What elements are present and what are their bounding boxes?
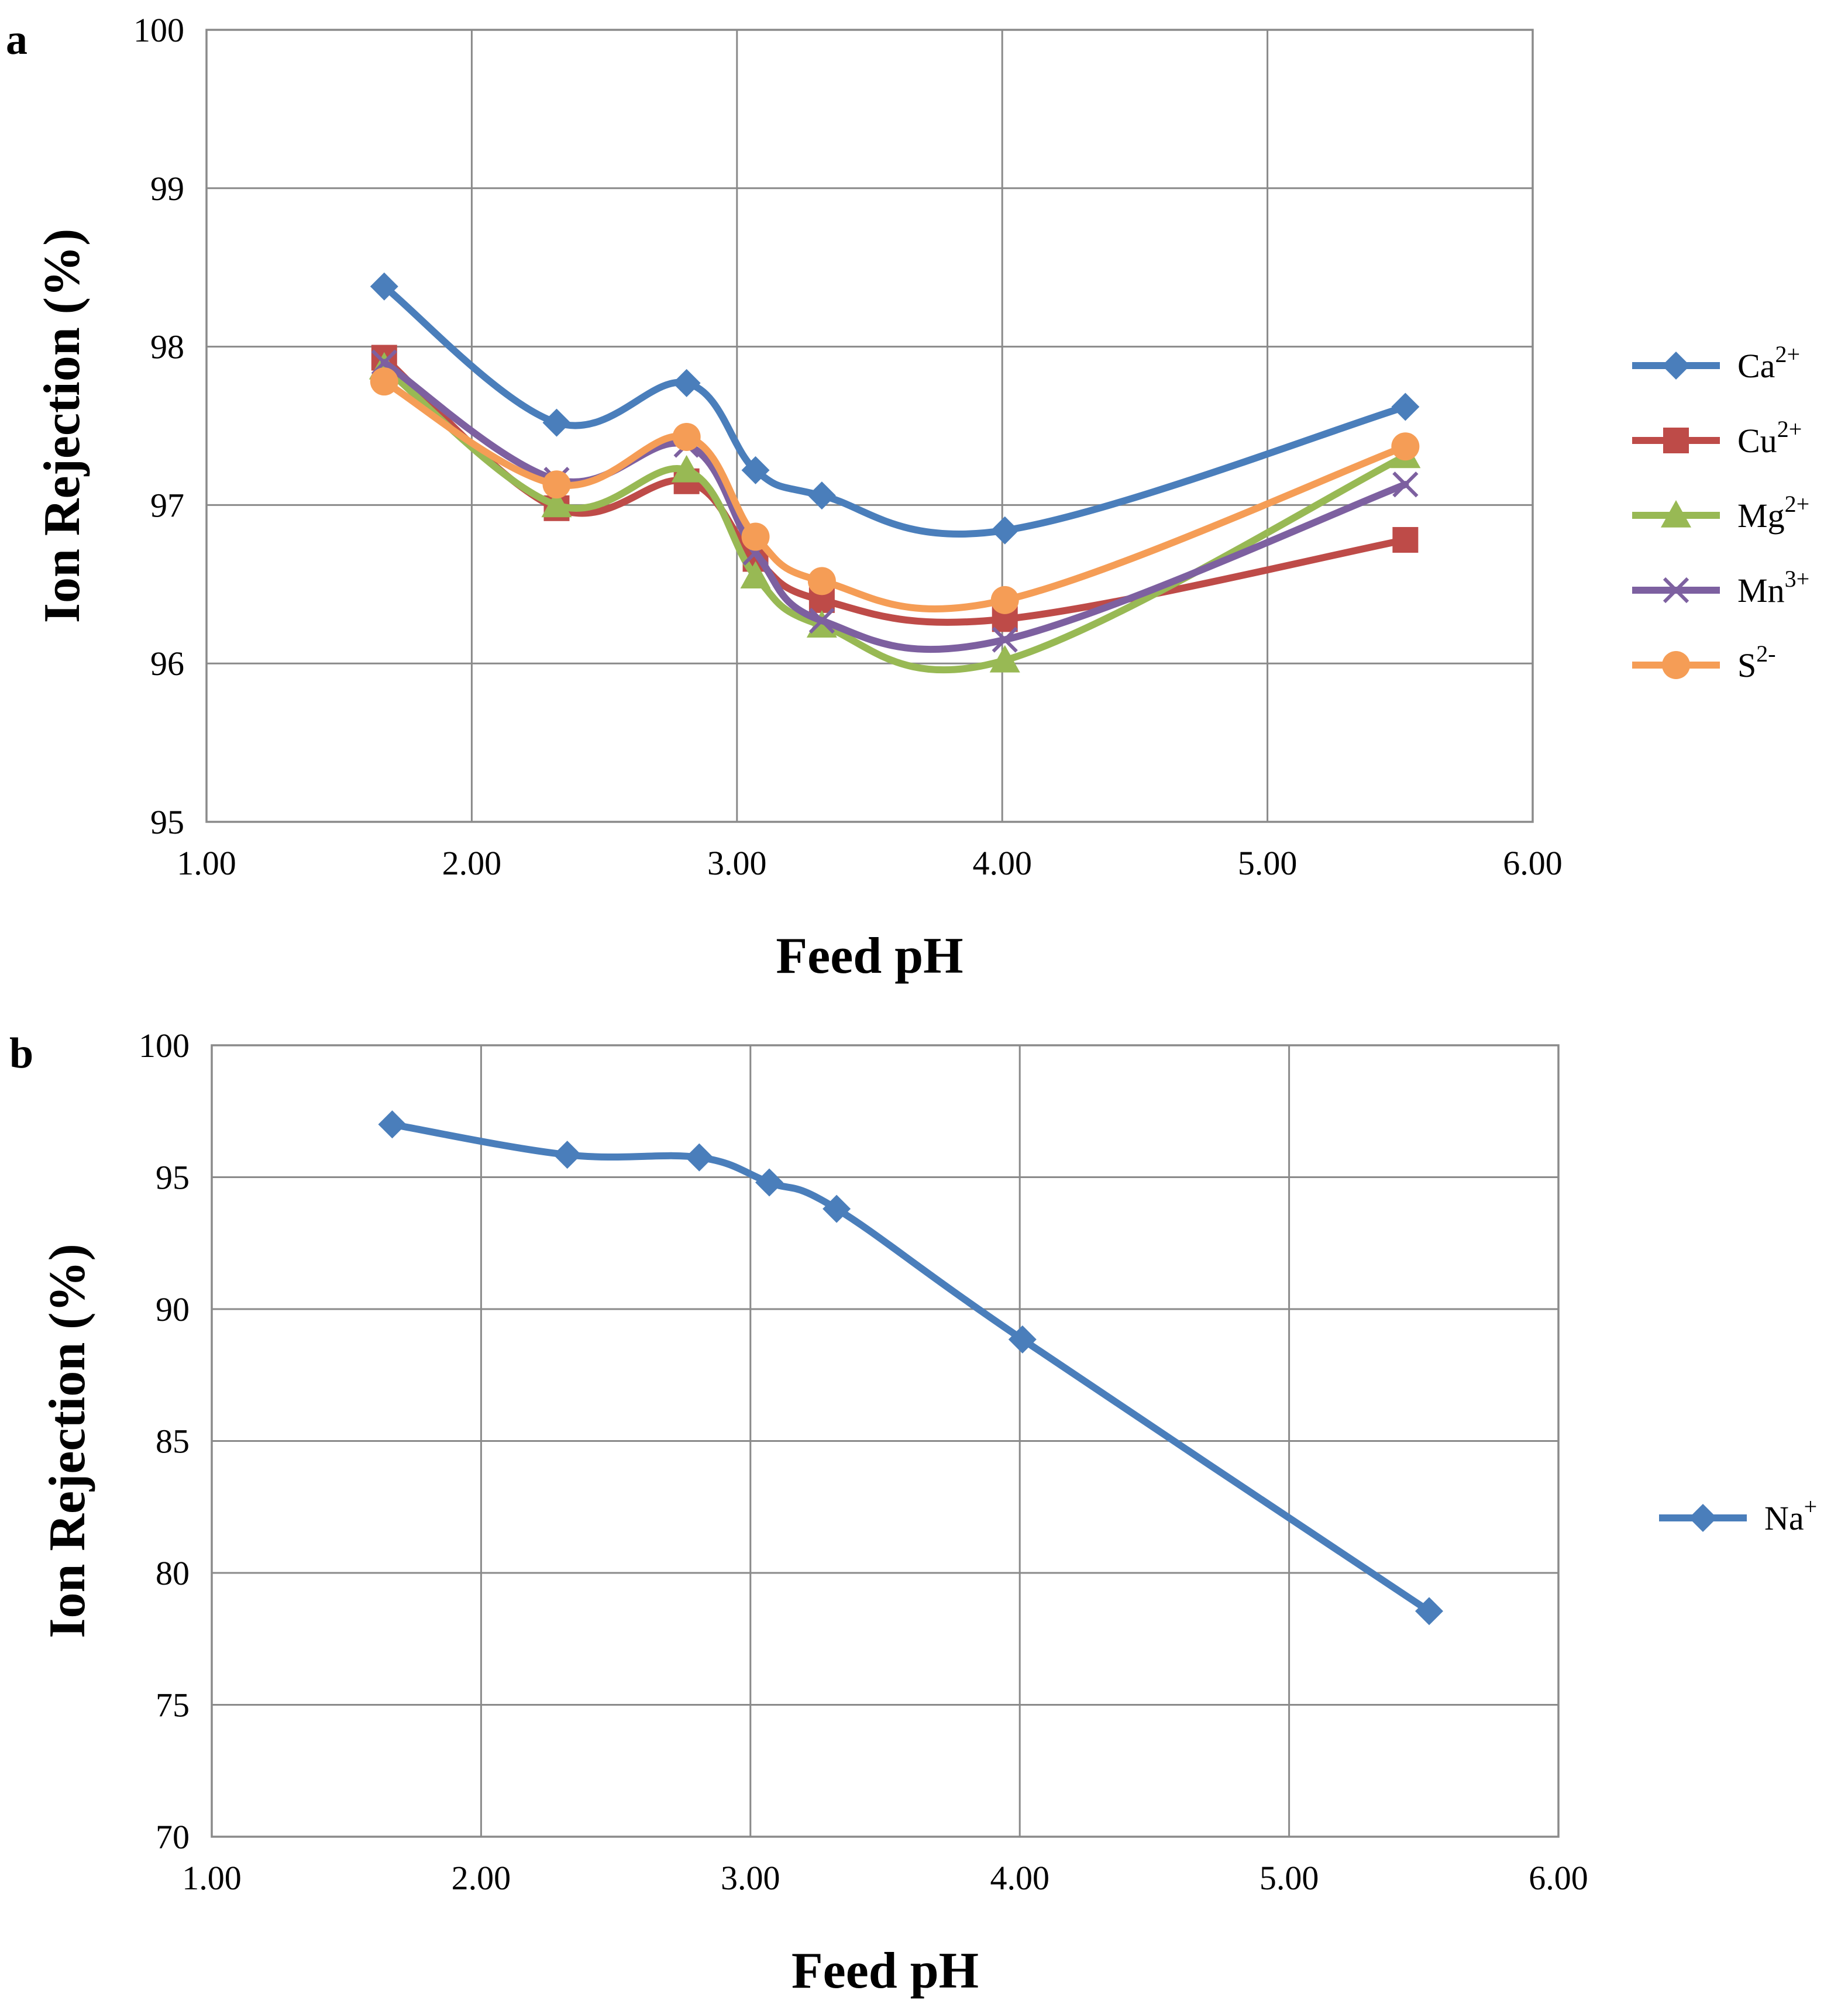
legend-marker [1663,428,1689,453]
data-point-na [755,1168,784,1197]
data-point-s [672,422,701,451]
y-tick-label: 96 [150,645,184,683]
data-point-mg [671,454,702,483]
x-tick-label: 1.00 [177,844,236,882]
panel-label: b [9,1029,33,1077]
y-tick-label: 75 [156,1686,190,1724]
data-point-s [807,567,836,595]
data-point-mg [740,561,771,589]
plot-area [205,29,1534,823]
legend-marker [1662,352,1690,380]
legend-charge: 2+ [1785,491,1810,517]
y-tick-label: 100 [133,11,184,49]
legend-label: S2- [1737,641,1776,684]
plot-area [211,1044,1560,1838]
data-point-cu [1392,526,1419,553]
x-tick-label: 3.00 [707,844,767,882]
legend-entry-s: S2- [1632,641,1776,684]
legend-entry-mg: Mg2+ [1632,491,1809,535]
series-na [378,1110,1444,1626]
x-tick-label: 4.00 [972,844,1032,882]
data-point-mn [992,626,1018,653]
x-axis-title: Feed pH [776,928,963,984]
y-tick-label: 80 [156,1554,190,1592]
x-axis-title: Feed pH [791,1943,979,1999]
data-point-ca [990,516,1019,545]
y-tick-label: 99 [150,170,184,208]
y-tick-label: 90 [156,1290,190,1328]
legend-label: Mg2+ [1737,491,1809,535]
x-tick-label: 2.00 [442,844,502,882]
x-tick-label: 6.00 [1503,844,1563,882]
series-line-cu [380,354,1409,626]
legend-marker [1661,500,1691,528]
x-tick-label: 4.00 [990,1859,1049,1897]
data-point-na [378,1110,407,1139]
x-tick-label: 3.00 [721,1859,780,1897]
y-tick-label: 100 [139,1027,190,1065]
data-point-na [553,1141,581,1169]
legend-marker [1689,1504,1717,1532]
series-ca [370,272,1420,545]
y-axis-title: Ion Rejection (%) [39,1244,96,1638]
x-tick-label: 1.00 [182,1859,242,1897]
legend-label: Mn3+ [1737,566,1809,610]
data-point-s [990,586,1019,614]
data-point-s [542,470,571,499]
chart-panel-a: 1.00 2.00 3.00 4.00 5.00 6.00 95 96 97 98 99 100 Fee… [6,11,1809,984]
y-tick-label: 95 [156,1159,190,1197]
y-tick-label: 95 [150,803,184,841]
data-point-ca [370,272,398,301]
x-tick-label: 5.00 [1259,1859,1319,1897]
data-point-ca [807,481,836,510]
x-tick-label: 5.00 [1238,844,1298,882]
legend-entry-ca: Ca2+ [1632,341,1800,385]
data-point-mn [808,607,835,634]
y-tick-label: 98 [150,328,184,366]
legend-charge: 2- [1756,641,1775,667]
data-point-na [1008,1325,1037,1354]
data-point-mg [989,645,1020,673]
data-point-s [741,522,770,551]
legend-marker [1662,651,1690,679]
data-point-mn [1392,471,1419,498]
legend-entry-cu: Cu2+ [1632,416,1802,460]
legend-entry-na: Na+ [1659,1493,1817,1537]
legend-charge: 2+ [1777,416,1802,442]
y-tick-label: 70 [156,1818,190,1856]
data-point-na [823,1194,851,1223]
data-point-s [370,367,398,396]
y-axis-title: Ion Rejection (%) [34,229,91,624]
series-line-na [388,1121,1433,1615]
data-point-s [1391,432,1420,461]
legend-label: Ca2+ [1737,341,1800,385]
series-mg [369,352,1421,674]
legend-label: Na+ [1764,1493,1817,1537]
legend-charge: 3+ [1785,566,1810,592]
legend-entry-mn: Mn3+ [1632,566,1809,610]
legend-charge: + [1804,1493,1818,1520]
legend-charge: 2+ [1775,341,1800,367]
data-point-ca [1391,392,1420,421]
data-point-ca [542,408,571,437]
y-tick-label: 85 [156,1423,190,1461]
panel-label: a [6,16,27,64]
data-point-ca [672,369,701,397]
data-point-mg [541,490,572,518]
chart-panel-b: 1.00 2.00 3.00 4.00 5.00 6.00 70 75 80 85 90 95 100 F… [9,1027,1817,1999]
data-point-na [685,1143,714,1172]
y-tick-label: 97 [150,486,184,524]
legend-marker [1663,577,1689,604]
data-point-ca [741,456,770,484]
series-s [370,367,1420,614]
x-tick-label: 6.00 [1529,1859,1588,1897]
x-tick-label: 2.00 [452,1859,511,1897]
data-point-na [1415,1597,1444,1626]
legend-label: Cu2+ [1737,416,1802,460]
